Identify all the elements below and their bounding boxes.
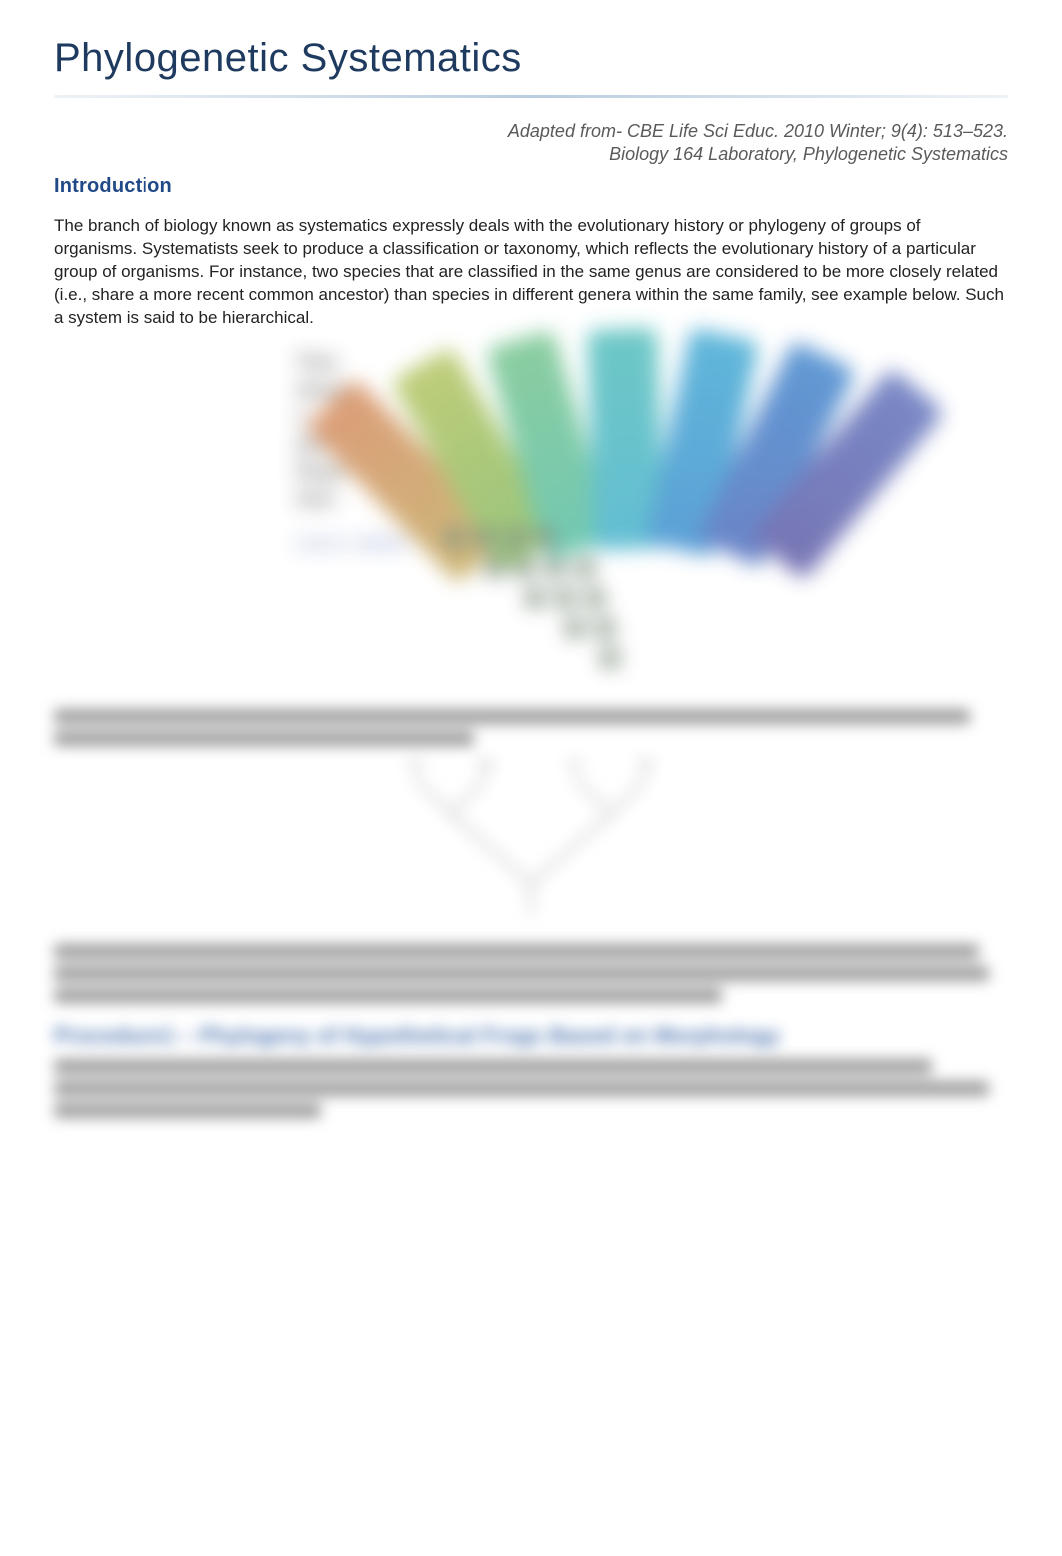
introduction-paragraph: The branch of biology known as systemati… [54, 215, 1008, 330]
blurred-text-line [54, 988, 722, 1003]
blurred-text-line [54, 1103, 321, 1118]
cascade-dot [536, 529, 554, 547]
cascade-dot [601, 649, 619, 667]
cascade-dot [446, 529, 464, 547]
cladogram-tip-label: B [480, 758, 492, 776]
title-rule [54, 95, 1008, 98]
blurred-paragraph-1 [54, 709, 1008, 746]
figure-1-phylogeny-fan: TimedomainnDomainPhylaSum source: websit… [296, 339, 766, 669]
blurred-text-line [54, 709, 970, 724]
blurred-text-line [54, 1059, 932, 1074]
adapted-line-1: Adapted from- CBE Life Sci Educ. 2010 Wi… [54, 120, 1008, 143]
cascade-dot [576, 559, 594, 577]
cladogram-tip-label: D [640, 758, 652, 776]
page-title: Phylogenetic Systematics [54, 36, 1008, 81]
intro-head-c: on [147, 175, 172, 197]
figure-2-cladogram: ABCD [361, 764, 701, 924]
cascade-dot [586, 589, 604, 607]
adapted-from: Adapted from- CBE Life Sci Educ. 2010 Wi… [54, 120, 1008, 167]
cascade-dot [506, 529, 524, 547]
cascade-dot [476, 529, 494, 547]
figure-1-dot-cascade [446, 529, 666, 669]
blurred-paragraph-2 [54, 944, 1008, 1003]
procedure-1-heading: Procedure1 – Phylogeny of Hypothetical F… [54, 1023, 1008, 1049]
blurred-text-line [54, 731, 474, 746]
blurred-text-line [54, 1081, 989, 1096]
cascade-dot [556, 589, 574, 607]
cascade-dot [596, 619, 614, 637]
adapted-line-2: Biology 164 Laboratory, Phylogenetic Sys… [54, 143, 1008, 166]
cascade-dot [546, 559, 564, 577]
intro-head-a: Introduct [54, 175, 142, 197]
cladogram-svg [361, 764, 701, 924]
blurred-text-line [54, 944, 979, 959]
cladogram-tip-label: C [570, 758, 582, 776]
cascade-dot [516, 559, 534, 577]
cascade-dot [486, 559, 504, 577]
cascade-dot [526, 589, 544, 607]
blurred-paragraph-3 [54, 1059, 1008, 1118]
figure-1-side-label: Time [296, 351, 416, 374]
introduction-heading: Introduction [54, 175, 1008, 198]
blurred-text-line [54, 966, 989, 981]
cladogram-tip-label: A [410, 758, 422, 776]
cascade-dot [566, 619, 584, 637]
figure-1-source-link: source: website [296, 535, 407, 553]
